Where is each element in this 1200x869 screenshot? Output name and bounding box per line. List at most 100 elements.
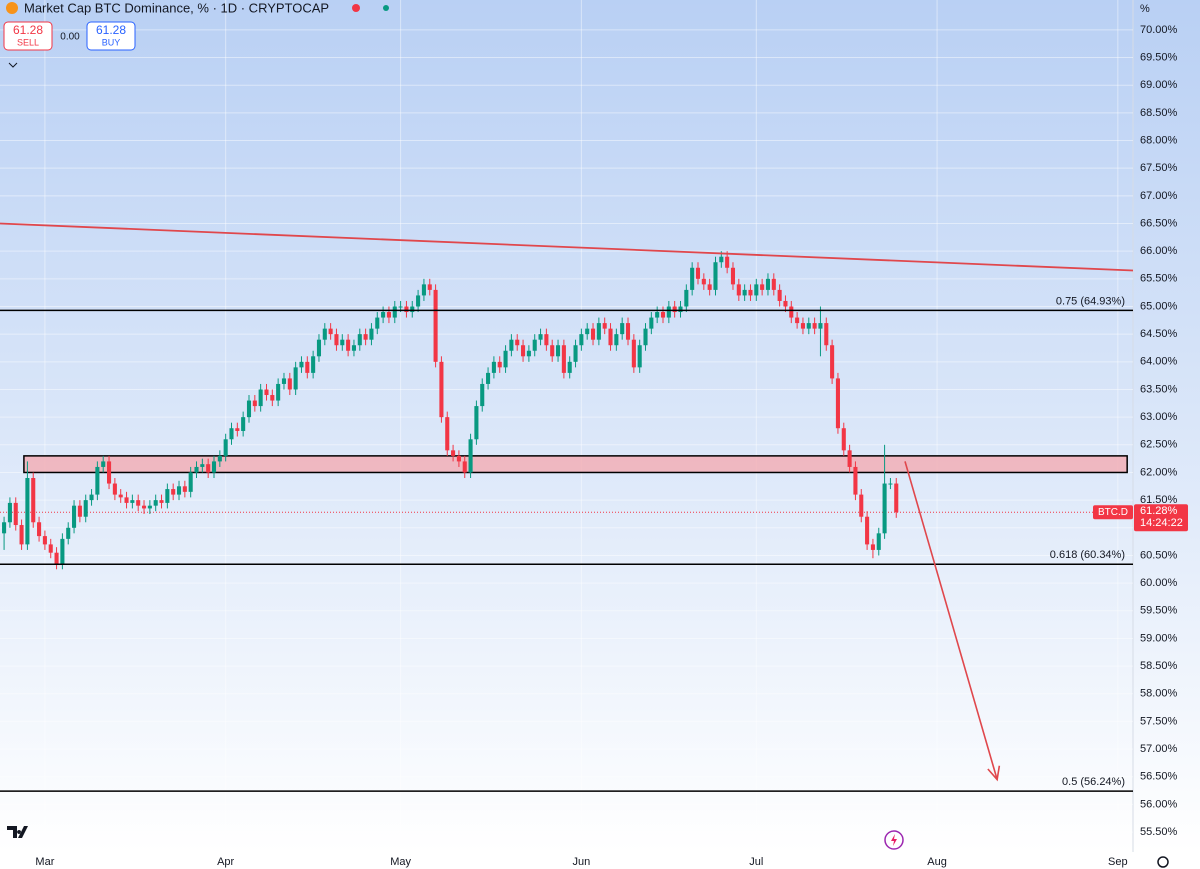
candle-body bbox=[509, 339, 514, 351]
candle-body bbox=[754, 284, 759, 296]
candle-body bbox=[596, 323, 601, 340]
candle-body bbox=[491, 361, 496, 373]
candle-body bbox=[748, 289, 753, 296]
candle-body bbox=[701, 278, 706, 285]
settings-icon[interactable] bbox=[1157, 856, 1169, 868]
candle-body bbox=[684, 289, 689, 307]
candle-body bbox=[590, 328, 596, 340]
candle-body bbox=[141, 505, 147, 509]
candle-body bbox=[235, 428, 240, 431]
price-label: 61.28% bbox=[1140, 505, 1178, 517]
candle-body bbox=[72, 505, 77, 528]
countdown: 14:24:22 bbox=[1140, 517, 1183, 529]
x-axis-strip bbox=[0, 852, 1200, 869]
candle-body bbox=[416, 295, 421, 307]
candle-body bbox=[725, 256, 730, 268]
candle-body bbox=[760, 284, 765, 290]
y-tick-label: 59.50% bbox=[1140, 605, 1178, 617]
candle-body bbox=[101, 461, 106, 467]
candle-body bbox=[206, 464, 211, 473]
y-tick-label: 62.00% bbox=[1140, 466, 1178, 478]
candle-body bbox=[870, 544, 875, 550]
candle-body bbox=[60, 538, 65, 564]
candle-body bbox=[322, 328, 327, 340]
candle-body bbox=[556, 345, 561, 357]
candle-body bbox=[2, 522, 7, 534]
candle-body bbox=[19, 525, 24, 545]
candle-body bbox=[742, 289, 747, 296]
logo bbox=[7, 826, 28, 838]
x-tick-label: Mar bbox=[35, 856, 54, 868]
candle-body bbox=[252, 400, 257, 407]
candle-body bbox=[299, 361, 304, 368]
candle-body bbox=[264, 389, 269, 396]
candle-body bbox=[800, 323, 805, 329]
candle-body bbox=[841, 428, 846, 451]
candle-body bbox=[894, 483, 899, 513]
candle-body bbox=[497, 361, 502, 368]
y-tick-label: 65.50% bbox=[1140, 273, 1178, 285]
event-icon[interactable] bbox=[884, 830, 904, 850]
candle-body bbox=[270, 395, 275, 401]
y-tick-label: 61.50% bbox=[1140, 494, 1178, 506]
candle-body bbox=[643, 328, 648, 346]
y-tick-label: 57.50% bbox=[1140, 715, 1178, 727]
candle-body bbox=[392, 306, 397, 318]
candle-body bbox=[765, 278, 771, 290]
candle-body bbox=[124, 497, 129, 503]
candle-body bbox=[818, 323, 823, 329]
header: Market Cap BTC Dominance, % · 1D · CRYPT… bbox=[3, 0, 389, 68]
candle-body bbox=[375, 317, 380, 329]
candle-body bbox=[503, 350, 508, 368]
buy-label: BUY bbox=[102, 37, 121, 47]
y-tick-label: 66.00% bbox=[1140, 245, 1178, 257]
candle-body bbox=[433, 289, 438, 362]
y-tick-label: 64.00% bbox=[1140, 356, 1178, 368]
candle-body bbox=[328, 328, 333, 335]
title: Market Cap BTC Dominance, % · 1D · CRYPT… bbox=[24, 0, 329, 15]
collapse-icon[interactable] bbox=[8, 62, 18, 68]
candle-body bbox=[112, 483, 117, 495]
candle-body bbox=[480, 383, 485, 407]
gear[interactable] bbox=[1157, 856, 1169, 868]
candle-body bbox=[730, 267, 736, 285]
y-tick-label: 62.50% bbox=[1140, 439, 1178, 451]
candle-body bbox=[311, 356, 316, 373]
plot: 0.75 (64.93%) 0.618 (60.34%) 0.5 (56.24%) B… bbox=[0, 222, 1134, 792]
candle-body bbox=[579, 334, 584, 346]
spread: 0.00 bbox=[60, 32, 80, 43]
y-tick-label: 63.50% bbox=[1140, 383, 1178, 395]
candle-body bbox=[7, 502, 12, 523]
candle-body bbox=[211, 461, 217, 473]
candle-body bbox=[200, 464, 205, 467]
candle-body bbox=[567, 361, 572, 373]
candle-body bbox=[159, 500, 164, 503]
symbol-label: BTC.D bbox=[1098, 507, 1128, 518]
candle-body bbox=[107, 461, 112, 484]
candle-body bbox=[153, 500, 158, 506]
y-tick-label: 55.50% bbox=[1140, 826, 1178, 838]
candle-body bbox=[165, 489, 170, 503]
candle-body bbox=[398, 306, 403, 308]
candle-body bbox=[386, 312, 391, 318]
candle-body bbox=[188, 472, 193, 492]
candle-body bbox=[655, 312, 660, 318]
candle-body bbox=[351, 345, 356, 351]
candle-body bbox=[445, 417, 450, 451]
candle-body bbox=[573, 345, 578, 362]
y-tick-label: 58.00% bbox=[1140, 688, 1178, 700]
y-tick-label: 69.50% bbox=[1140, 51, 1178, 63]
candle-body bbox=[229, 428, 234, 440]
y-tick-label: 66.50% bbox=[1140, 217, 1178, 229]
candle-body bbox=[515, 339, 520, 346]
x-tick-label: Apr bbox=[217, 856, 234, 868]
sell-button[interactable] bbox=[3, 21, 53, 51]
y-tick-label: 63.00% bbox=[1140, 411, 1178, 423]
candle-body bbox=[532, 339, 537, 351]
buy-button[interactable] bbox=[86, 21, 136, 51]
candle-body bbox=[695, 267, 701, 279]
candle-body bbox=[334, 334, 339, 346]
x-tick-label: May bbox=[390, 856, 411, 868]
